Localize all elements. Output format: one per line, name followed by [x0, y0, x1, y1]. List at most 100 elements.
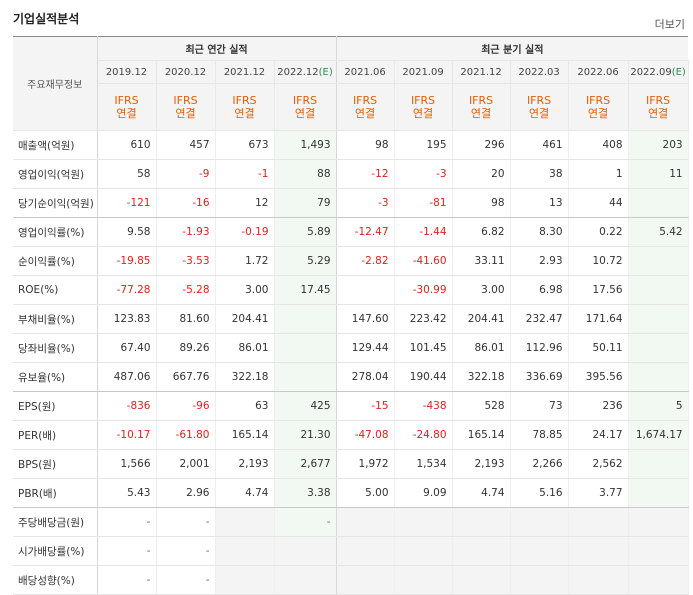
table-cell: 165.14	[215, 420, 275, 450]
table-cell: 78.85	[510, 420, 569, 450]
ifrs-line1: IFRS	[114, 94, 139, 107]
row-label: BPS(원)	[13, 449, 98, 479]
table-cell: 1,493	[274, 130, 337, 160]
period-header: 2020.12	[156, 60, 216, 84]
ifrs-line2: 연결	[412, 107, 434, 120]
table-cell	[394, 536, 453, 566]
table-cell	[568, 507, 629, 537]
table-cell: 2.96	[156, 478, 216, 508]
table-cell	[628, 304, 689, 334]
table-cell: 123.83	[97, 304, 157, 334]
estimate-mark: (E)	[318, 66, 333, 78]
table-cell: 296	[452, 130, 511, 160]
table-cell: 98	[336, 130, 395, 160]
table-cell: -	[156, 507, 216, 537]
table-cell: 395.56	[568, 362, 629, 392]
ifrs-header: IFRS 연결	[510, 83, 569, 131]
ifrs-header: IFRS 연결	[568, 83, 629, 131]
table-cell: 67.40	[97, 333, 157, 363]
table-cell: -1	[215, 159, 275, 189]
table-row: 주당배당금(원) - - -	[13, 507, 689, 537]
table-cell: 610	[97, 130, 157, 160]
table-cell: -16	[156, 188, 216, 218]
table-cell: 5.29	[274, 246, 337, 276]
table-cell: 1	[568, 159, 629, 189]
table-cell: -9	[156, 159, 216, 189]
period-label: 2021.09	[402, 66, 444, 78]
period-header: 2022.03	[510, 60, 569, 84]
table-cell: -10.17	[97, 420, 157, 450]
table-row: 시가배당률(%) - -	[13, 536, 689, 566]
annual-group-header: 최근 연간 실적	[97, 36, 337, 61]
period-label: 2022.09	[630, 66, 672, 78]
table-row: PBR(배) 5.43 2.96 4.74 3.38 5.00 9.09 4.74 5.16 3.…	[13, 478, 689, 508]
ifrs-line1: IFRS	[232, 94, 257, 107]
table-cell: 147.60	[336, 304, 395, 334]
row-label: 순이익률(%)	[13, 246, 98, 276]
table-cell: 6.82	[452, 217, 511, 247]
table-cell: 232.47	[510, 304, 569, 334]
table-cell: 528	[452, 391, 511, 421]
table-cell	[510, 565, 569, 595]
ifrs-line1: IFRS	[585, 94, 611, 107]
table-cell: 1,972	[336, 449, 395, 479]
table-cell	[628, 333, 689, 363]
table-cell: 223.42	[394, 304, 453, 334]
row-label: 당기순이익(억원)	[13, 188, 98, 218]
row-label: 당좌비율(%)	[13, 333, 98, 363]
table-cell	[628, 449, 689, 479]
table-cell	[336, 565, 395, 595]
table-cell	[628, 362, 689, 392]
ifrs-header: IFRS 연결	[156, 83, 216, 131]
table-row: PER(배) -10.17 -61.80 165.14 21.30 -47.08 -24.8…	[13, 420, 689, 450]
table-cell	[274, 304, 337, 334]
table-cell	[215, 565, 275, 595]
table-cell: 17.56	[568, 275, 629, 305]
table-cell: 98	[452, 188, 511, 218]
period-label: 2022.03	[518, 66, 560, 78]
table-cell: 5	[628, 391, 689, 421]
row-label: 영업이익률(%)	[13, 217, 98, 247]
table-cell: 2,677	[274, 449, 337, 479]
table-cell: 195	[394, 130, 453, 160]
table-cell: -61.80	[156, 420, 216, 450]
table-cell: 2,001	[156, 449, 216, 479]
table-cell: 9.09	[394, 478, 453, 508]
table-cell	[452, 536, 511, 566]
table-cell: -24.80	[394, 420, 453, 450]
table-cell: -	[97, 536, 157, 566]
table-cell: 2,193	[452, 449, 511, 479]
table-cell	[628, 507, 689, 537]
more-link[interactable]: 더보기	[654, 18, 685, 31]
table-cell: -1.44	[394, 217, 453, 247]
period-header: 2021.09	[394, 60, 453, 84]
table-cell: 86.01	[215, 333, 275, 363]
row-label: PER(배)	[13, 420, 98, 450]
table-cell: 58	[97, 159, 157, 189]
period-header: 2022.09(E)	[628, 60, 689, 84]
table-cell: 4.74	[452, 478, 511, 508]
table-cell: 1.72	[215, 246, 275, 276]
ifrs-line2: 연결	[470, 107, 492, 120]
table-cell	[274, 333, 337, 363]
table-cell: 86.01	[452, 333, 511, 363]
table-cell: 3.77	[568, 478, 629, 508]
table-cell: 17.45	[274, 275, 337, 305]
table-cell	[452, 507, 511, 537]
table-cell: 9.58	[97, 217, 157, 247]
table-cell: 12	[215, 188, 275, 218]
table-cell: -15	[336, 391, 395, 421]
period-label: 2021.06	[344, 66, 386, 78]
table-cell	[394, 507, 453, 537]
table-cell: 203	[628, 130, 689, 160]
table-cell: -12.47	[336, 217, 395, 247]
table-cell: 322.18	[452, 362, 511, 392]
table-cell: -	[156, 536, 216, 566]
table-cell	[510, 536, 569, 566]
table-cell: 24.17	[568, 420, 629, 450]
table-row: 영업이익률(%) 9.58 -1.93 -0.19 5.89 -12.47 -1.44 6.8…	[13, 217, 689, 247]
period-label: 2019.12	[105, 66, 148, 78]
table-cell: -	[97, 565, 157, 595]
table-cell: 3.38	[274, 478, 337, 508]
table-cell: -3.53	[156, 246, 216, 276]
